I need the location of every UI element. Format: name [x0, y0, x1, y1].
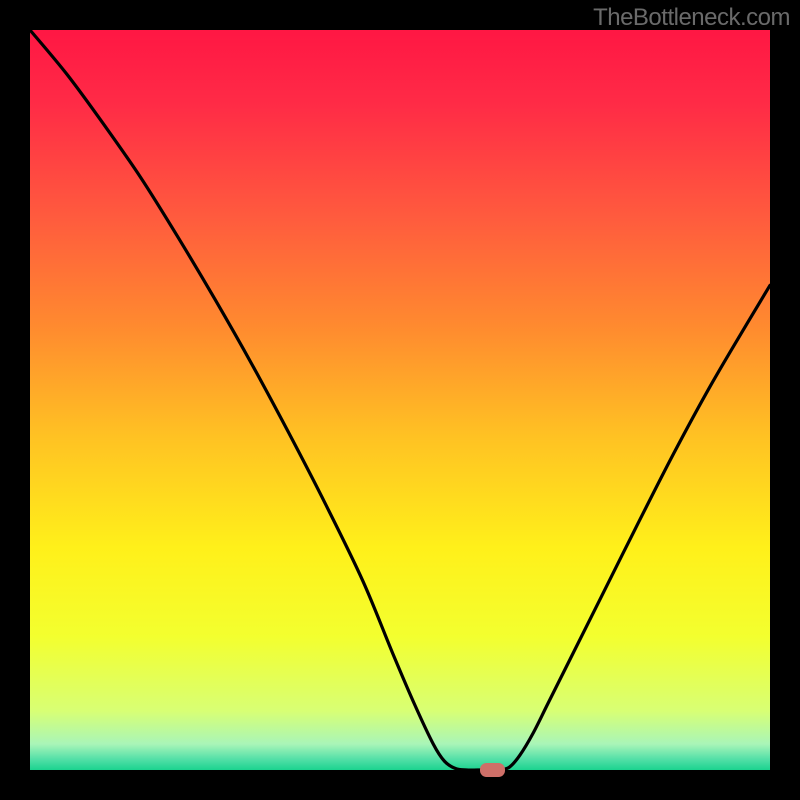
bottleneck-chart	[0, 0, 800, 800]
watermark-text: TheBottleneck.com	[593, 4, 790, 32]
plot-background	[30, 30, 770, 770]
chart-frame: TheBottleneck.com	[0, 0, 800, 800]
optimal-marker	[481, 764, 505, 777]
